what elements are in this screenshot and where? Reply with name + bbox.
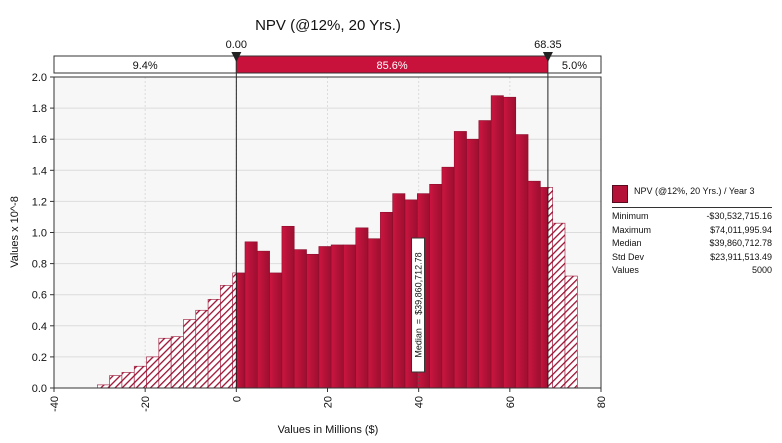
- histogram-bar: [257, 250, 270, 389]
- histogram-bar: [220, 285, 233, 389]
- histogram-bar: [109, 375, 123, 389]
- y-tick-label: 0.2: [32, 352, 47, 364]
- middle-percentage: 85.6%: [377, 60, 408, 72]
- legend-series-name: NPV (@12%, 20 Yrs.) / Year 3: [634, 186, 755, 196]
- histogram-bar: [318, 246, 332, 389]
- x-tick-label: 80: [596, 396, 608, 408]
- histogram-bar: [281, 225, 295, 389]
- histogram-bar: [195, 309, 209, 389]
- histogram-bar: [158, 337, 172, 389]
- histogram-bar: [429, 183, 443, 389]
- histogram-bar: [441, 166, 455, 389]
- histogram-bar: [269, 272, 283, 389]
- y-tick-label: 1.4: [32, 165, 47, 177]
- histogram-bar: [380, 211, 393, 389]
- legend-divider: [612, 207, 772, 208]
- histogram-bar: [244, 241, 258, 389]
- y-tick-label: 0.8: [32, 259, 47, 271]
- x-tick-label: 40: [414, 396, 426, 408]
- histogram-bar: [121, 372, 135, 389]
- right-delimiter-handle[interactable]: [542, 52, 553, 62]
- x-tick-label: -20: [140, 396, 152, 412]
- histogram-bar: [306, 253, 320, 389]
- histogram-bar: [232, 272, 237, 389]
- histogram-bar: [547, 187, 553, 389]
- probability-band: 9.4% 85.6% 5.0% 0.00 68.35: [53, 39, 602, 74]
- chart-title: NPV (@12%, 20 Yrs.): [255, 17, 401, 34]
- y-tick-label: 0.6: [32, 290, 47, 302]
- delimiter-lines[interactable]: [235, 56, 549, 388]
- histogram-bar: [564, 275, 578, 389]
- histogram-bar: [183, 319, 197, 389]
- stat-row-maximum: Maximum $74,011,995.94: [612, 224, 772, 235]
- stat-row-std-dev: Std Dev $23,911,513.49: [612, 251, 772, 262]
- left-delimiter-handle[interactable]: [231, 52, 242, 62]
- histogram-bar: [236, 272, 246, 389]
- histogram-bar: [146, 356, 160, 389]
- y-tick-label: 0.4: [32, 321, 47, 333]
- histogram-bar: [367, 238, 381, 389]
- histogram-bar: [392, 193, 406, 389]
- y-axis-label: Values x 10^-8: [9, 196, 21, 268]
- stat-row-minimum: Minimum -$30,532,715.16: [612, 211, 772, 221]
- histogram-bar: [503, 96, 517, 389]
- y-tick-label: 1.0: [32, 228, 47, 240]
- histogram-bar: [552, 222, 566, 389]
- y-tick-label: 0.0: [32, 383, 47, 395]
- y-tick-label: 1.6: [32, 134, 47, 146]
- histogram-bar: [490, 95, 504, 389]
- histogram-bar: [170, 336, 184, 389]
- right-percentage: 5.0%: [562, 60, 587, 72]
- right-delimiter-value: 68.35: [534, 39, 562, 51]
- histogram-bar: [343, 244, 357, 389]
- x-tick-label: 60: [505, 396, 517, 408]
- y-tick-label: 2.0: [32, 72, 47, 84]
- y-tick-label: 1.2: [32, 196, 47, 208]
- median-label-box: [411, 237, 426, 373]
- histogram-bar: [330, 244, 344, 389]
- x-tick-label: 0: [231, 396, 243, 402]
- legend-swatch[interactable]: [612, 185, 628, 203]
- histogram-bar: [527, 180, 541, 389]
- histogram-bar: [453, 131, 467, 389]
- stat-row-median: Median $39,860,712.78: [612, 238, 772, 248]
- x-axis-ticks: -40 -20 0 20 40 60 80: [49, 388, 608, 412]
- median-marker: Median=$39,860,712.78: [411, 237, 426, 388]
- histogram-bar: [478, 120, 492, 389]
- histogram-bar: [515, 134, 529, 389]
- histogram-bar: [355, 227, 369, 389]
- x-tick-label: 20: [323, 396, 335, 408]
- left-delimiter-value: 0.00: [226, 39, 247, 51]
- histogram-bar: [466, 138, 480, 389]
- stat-row-values: Values 5000: [612, 265, 772, 275]
- band-right-region: [547, 55, 602, 74]
- y-axis-ticks: 0.0 0.2 0.4 0.6 0.8 1.0 1.2 1.4 1.6 1.8 2.0: [32, 72, 54, 395]
- legend-panel: NPV (@12%, 20 Yrs.) / Year 3 Minimum -$30…: [612, 185, 772, 278]
- y-tick-label: 1.8: [32, 103, 47, 115]
- histogram-bar: [293, 249, 307, 389]
- x-axis-label: Values in Millions ($): [278, 424, 379, 436]
- left-percentage: 9.4%: [133, 60, 158, 72]
- histogram-bar: [207, 299, 221, 389]
- x-tick-label: -40: [49, 396, 61, 412]
- histogram-bar: [540, 187, 549, 389]
- median-label: Median=$39,860,712.78: [414, 252, 424, 357]
- histogram-bar: [133, 365, 147, 389]
